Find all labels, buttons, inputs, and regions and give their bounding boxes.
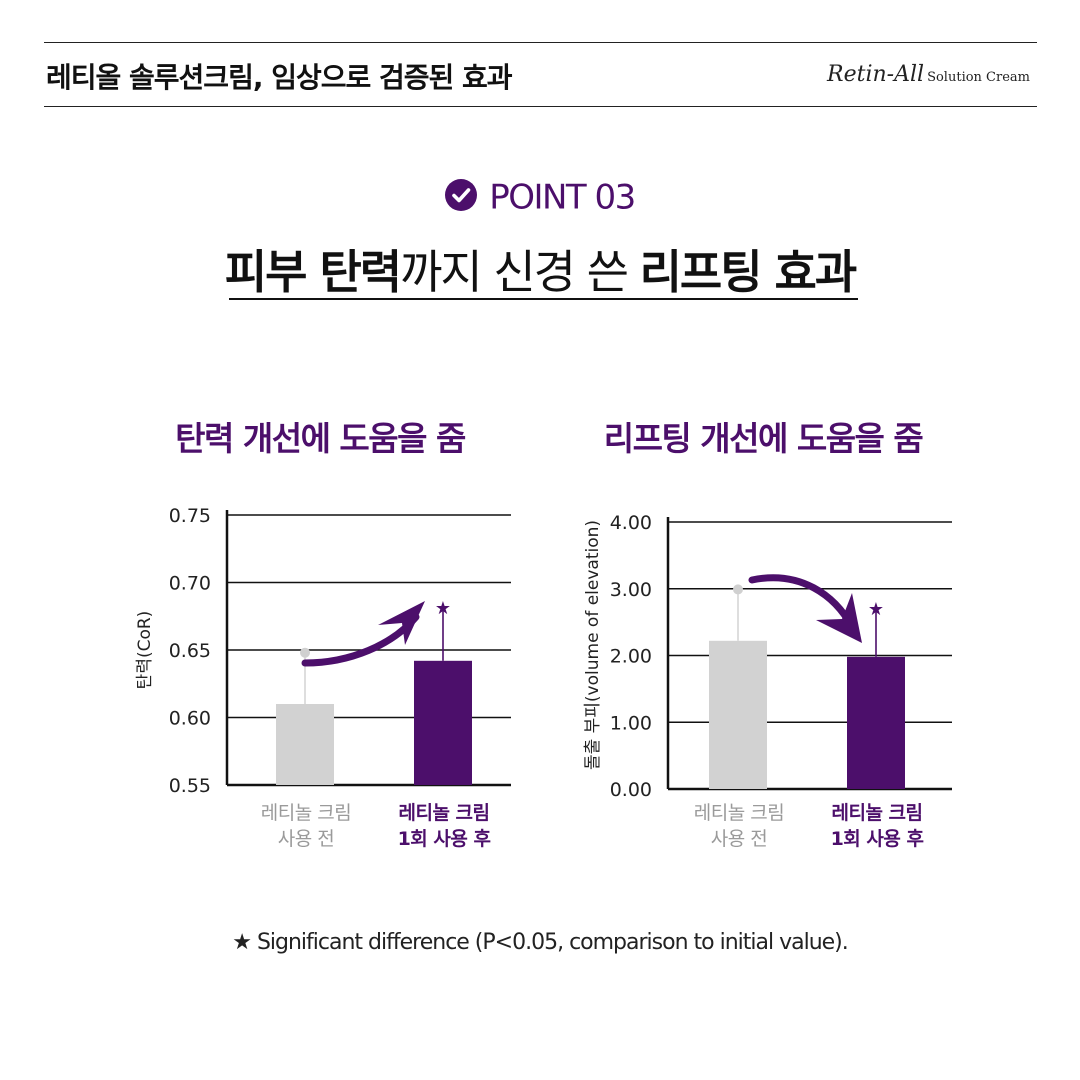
c2-ytick: 1.00 bbox=[610, 712, 652, 734]
header-title: 레티올 솔루션크림, 임상으로 검증된 효과 bbox=[46, 61, 513, 94]
footnote: ★ Significant difference (P<0.05, compar… bbox=[232, 930, 849, 955]
chart1-xlabel-after: 레티놀 크림 1회 사용 후 bbox=[374, 800, 514, 852]
c2-ytick: 4.00 bbox=[610, 512, 652, 534]
trend-arrow-down-head bbox=[816, 593, 862, 643]
brand-logo-main: Retin-All bbox=[827, 62, 925, 87]
point-label: POINT 03 bbox=[0, 176, 1080, 218]
c1-bar-1 bbox=[414, 660, 472, 785]
header-bottom-rule bbox=[44, 106, 1037, 107]
trend-arrow-up-head bbox=[378, 601, 425, 645]
point-text: POINT 03 bbox=[489, 177, 636, 218]
c1-ytick: 0.60 bbox=[169, 708, 211, 730]
c1-significance-star-1: ★ bbox=[435, 598, 451, 619]
chart2-xlabel-before: 레티놀 크림 사용 전 bbox=[669, 800, 809, 852]
chart2: 4.00 3.00 2.00 1.00 0.00 ★ 돌출 부피(volume of e… bbox=[583, 512, 952, 801]
c1-ytick: 0.55 bbox=[169, 775, 211, 797]
brand-logo: Retin-All Solution Cream bbox=[827, 62, 1030, 87]
chart2-xlabel-after-line1: 레티놀 크림 bbox=[831, 802, 923, 824]
chart1-xlabel-before: 레티놀 크림 사용 전 bbox=[236, 800, 376, 852]
c2-bar-1 bbox=[847, 656, 905, 789]
chart1: 0.75 0.70 0.65 0.60 0.55 ★ 탄력(CoR) bbox=[135, 505, 511, 797]
chart2-ylabel: 돌출 부피(volume of elevation) bbox=[583, 520, 603, 770]
chart2-xlabel-after: 레티놀 크림 1회 사용 후 bbox=[807, 800, 947, 852]
c2-significance-star-1: ★ bbox=[868, 599, 884, 620]
headline-part3: 리프팅 효과 bbox=[639, 245, 858, 299]
c1-ytick: 0.75 bbox=[169, 505, 211, 527]
trend-arrow-up bbox=[301, 613, 420, 667]
c2-ytick: 3.00 bbox=[610, 579, 652, 601]
chart2-xlabel-before-line2: 사용 전 bbox=[710, 828, 768, 850]
chart2-xlabel-before-line1: 레티놀 크림 bbox=[693, 802, 785, 824]
check-circle-icon bbox=[445, 179, 478, 211]
c1-errorcap-0 bbox=[300, 647, 310, 658]
chart1-xlabel-after-line2: 1회 사용 후 bbox=[397, 828, 491, 850]
chart1-xlabel-before-line1: 레티놀 크림 bbox=[260, 802, 352, 824]
brand-logo-sub: Solution Cream bbox=[927, 70, 1030, 85]
headline: 피부 탄력까지 신경 쓴 리프팅 효과 bbox=[0, 236, 1080, 302]
header-top-rule bbox=[44, 42, 1037, 43]
headline-part1: 피부 탄력 bbox=[224, 245, 402, 299]
chart1-title: 탄력 개선에 도움을 줌 bbox=[175, 419, 466, 458]
chart1-ylabel: 탄력(CoR) bbox=[135, 611, 155, 690]
c2-ytick: 0.00 bbox=[610, 779, 652, 801]
c2-errorcap-0 bbox=[733, 584, 743, 595]
c1-bar-0 bbox=[276, 704, 334, 785]
c2-ytick: 2.00 bbox=[610, 646, 652, 668]
c1-ytick: 0.65 bbox=[169, 640, 211, 662]
c2-bar-0 bbox=[709, 640, 767, 789]
chart1-xlabel-after-line1: 레티놀 크림 bbox=[398, 802, 490, 824]
c1-ytick: 0.70 bbox=[169, 573, 211, 595]
headline-underline bbox=[229, 298, 858, 300]
chart1-xlabel-before-line2: 사용 전 bbox=[277, 828, 335, 850]
chart2-title: 리프팅 개선에 도움을 줌 bbox=[603, 419, 924, 458]
chart2-xlabel-after-line2: 1회 사용 후 bbox=[830, 828, 924, 850]
headline-part2: 까지 신경 쓴 bbox=[400, 245, 640, 299]
